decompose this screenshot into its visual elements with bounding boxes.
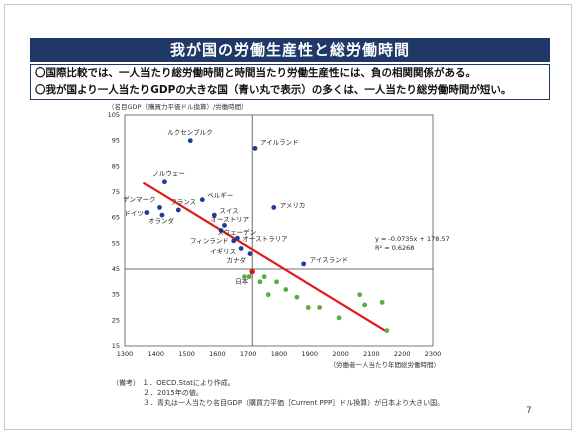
data-point xyxy=(301,261,307,267)
data-point xyxy=(238,246,244,251)
y-tick-label: 55 xyxy=(112,239,120,247)
data-point xyxy=(271,205,277,210)
y-tick-label: 75 xyxy=(112,188,120,196)
data-point xyxy=(294,294,300,300)
bullet-2: 〇我が国より一人当たりGDPの大きな国（青い丸で表示）の多くは、一人当たり総労働… xyxy=(35,84,512,96)
data-point xyxy=(265,292,271,298)
page-number: 7 xyxy=(526,406,532,416)
point-label: ベルギー xyxy=(207,192,233,200)
data-point xyxy=(187,138,193,144)
note-3: ３．青丸は一人当たり名目GDP（購買力平価［Current PPP］ドル換算）が… xyxy=(143,399,445,407)
data-point xyxy=(357,292,363,298)
point-label: オランダ xyxy=(148,216,175,225)
point-label: スイス xyxy=(219,207,238,215)
data-point xyxy=(246,274,252,280)
note-1: （備考） １．OECD.Statにより作成。 xyxy=(112,379,235,387)
y-tick-label: 25 xyxy=(112,316,120,324)
point-label: 日本 xyxy=(235,277,249,286)
x-tick-label: 1400 xyxy=(148,350,165,358)
x-tick-label: 2100 xyxy=(363,350,380,358)
point-label: ルクセンブルク xyxy=(167,128,212,137)
data-point xyxy=(283,287,289,292)
point-label: カナダ xyxy=(227,256,247,265)
data-point xyxy=(242,274,247,280)
data-point xyxy=(231,238,237,244)
data-point xyxy=(144,210,150,215)
data-point xyxy=(336,315,342,321)
data-point xyxy=(317,305,323,310)
data-point xyxy=(175,207,181,213)
point-label: オーストラリア xyxy=(242,235,288,243)
point-label: ノルウェー xyxy=(152,170,185,178)
data-point xyxy=(235,235,240,241)
x-tick-label: 2000 xyxy=(332,350,349,358)
x-tick-label: 1900 xyxy=(302,350,319,358)
data-point xyxy=(247,251,253,256)
y-axis-label: （名目GDP（購買力平価ドル換算）/労働時間） xyxy=(108,102,248,111)
regression-equation: y = -0.0735x + 178.57 xyxy=(375,235,450,243)
data-point xyxy=(362,302,368,308)
y-tick-label: 45 xyxy=(112,265,120,273)
x-tick-label: 2300 xyxy=(425,350,442,358)
data-point xyxy=(159,212,165,218)
x-tick-label: 2200 xyxy=(394,350,411,358)
data-point xyxy=(199,197,205,203)
point-label: フランス xyxy=(170,198,196,206)
point-label: オーストリア xyxy=(210,215,249,223)
point-label: アイスランド xyxy=(310,256,348,264)
regression-line xyxy=(142,181,388,333)
y-tick-label: 95 xyxy=(112,137,120,145)
point-label: アイルランド xyxy=(260,138,299,146)
point-label: イギリス xyxy=(210,247,236,255)
data-point xyxy=(261,274,267,280)
x-axis-label: （労働者一人当たり年間総労働時間） xyxy=(330,360,441,369)
data-point xyxy=(218,228,224,233)
data-point xyxy=(384,328,390,333)
point-label: フィンランド xyxy=(190,237,229,245)
x-tick-label: 1300 xyxy=(117,350,134,358)
data-point xyxy=(257,279,263,285)
plot-area xyxy=(124,114,434,347)
data-point xyxy=(211,212,217,218)
summary-box: 〇国際比較では、一人当たり総労働時間と時間当たり労働生産性には、負の相関関係があ… xyxy=(30,64,550,100)
data-point xyxy=(157,205,162,210)
x-tick-label: 1600 xyxy=(209,350,226,358)
y-tick-label: 105 xyxy=(108,111,120,119)
slide-frame xyxy=(4,4,572,430)
slide-title: 我が国の労働生産性と総労働時間 xyxy=(30,38,550,62)
point-label: スウェーデン xyxy=(217,228,256,237)
point-label: ドイツ xyxy=(124,210,144,218)
data-point xyxy=(274,279,279,285)
data-point xyxy=(162,179,167,185)
y-tick-label: 65 xyxy=(112,214,120,222)
y-tick-label: 15 xyxy=(112,342,120,350)
data-point xyxy=(252,145,258,151)
point-label: デンマーク xyxy=(123,194,156,203)
notes: （備考） １．OECD.Statにより作成。 ２．2015年の値。 ３．青丸は一… xyxy=(112,378,444,408)
x-tick-label: 1800 xyxy=(271,350,288,358)
point-label: アメリカ xyxy=(280,201,306,209)
data-point xyxy=(305,305,311,310)
y-tick-label: 35 xyxy=(112,291,120,299)
note-2: ２．2015年の値。 xyxy=(143,389,203,397)
x-tick-label: 1700 xyxy=(240,350,257,358)
data-point xyxy=(222,222,227,228)
regression-r2: R² = 0.6268 xyxy=(375,244,414,252)
x-tick-label: 1500 xyxy=(178,350,195,358)
bullet-1: 〇国際比較では、一人当たり総労働時間と時間当たり労働生産性には、負の相関関係があ… xyxy=(35,67,476,79)
data-point xyxy=(379,299,385,305)
y-tick-label: 85 xyxy=(112,162,120,170)
